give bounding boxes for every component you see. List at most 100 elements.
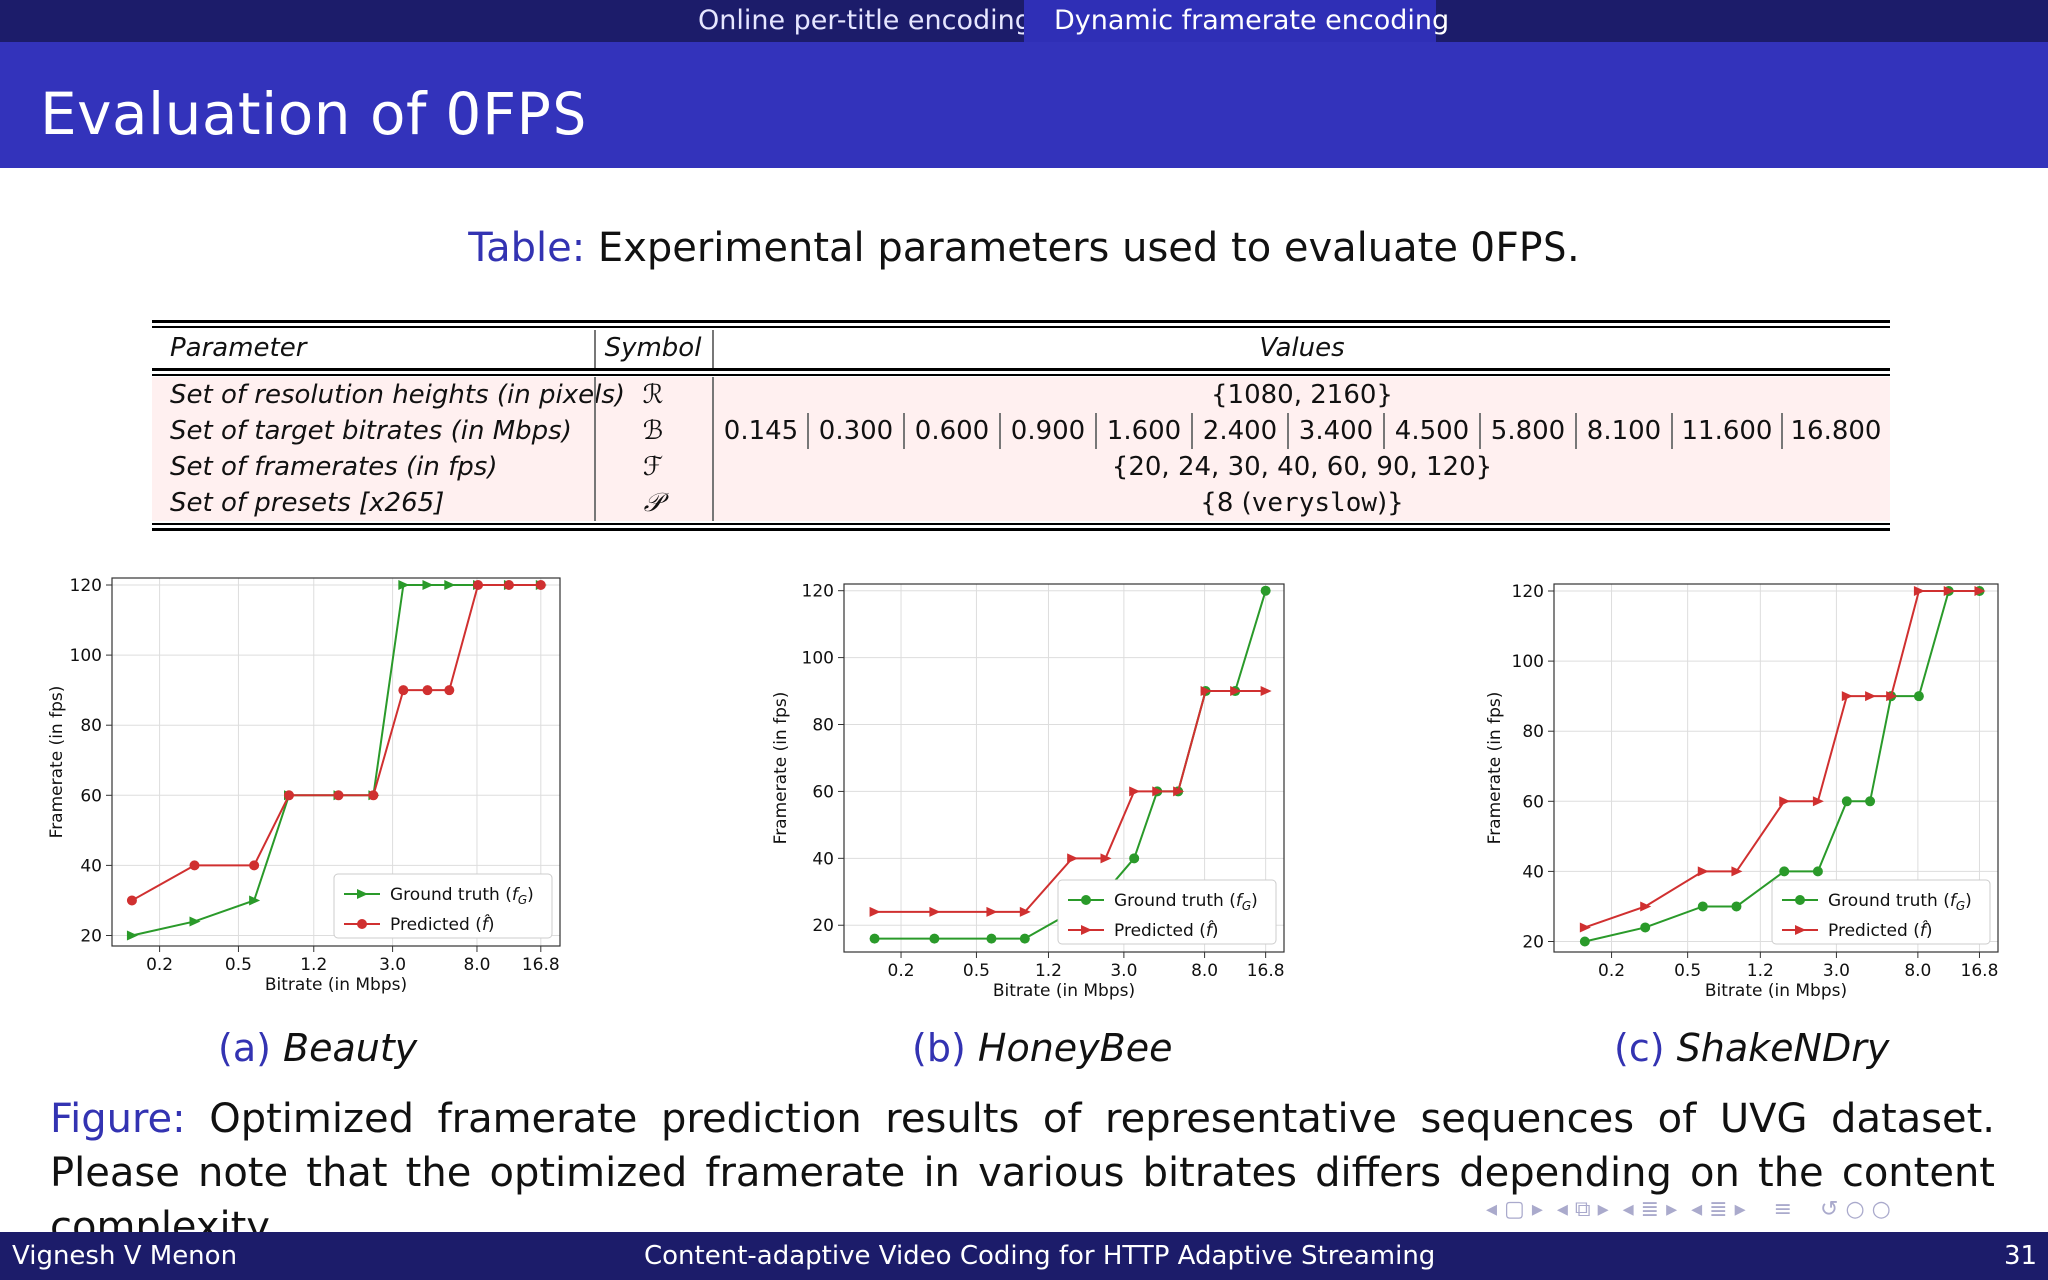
cell-divider xyxy=(1287,413,1289,449)
nav-section-online-per-title[interactable]: Online per-title encoding xyxy=(698,5,1032,36)
y-tick-label: 20 xyxy=(1522,932,1544,952)
y-tick-label: 60 xyxy=(80,786,102,806)
nav-section-icon[interactable]: ◂ ≣ ▸ xyxy=(1615,1197,1678,1222)
cell-divider xyxy=(999,413,1001,449)
data-point xyxy=(1812,796,1824,807)
x-axis-label: Bitrate (in Mbps) xyxy=(1705,981,1847,1001)
row-symbol: ℱ xyxy=(642,452,664,482)
legend-marker xyxy=(1081,895,1091,905)
chart-legend: Ground truth (fG) Predicted (f̂) xyxy=(333,873,553,939)
plot-frame xyxy=(1553,583,1999,953)
legend-label: Predicted (f̂) xyxy=(1828,920,1932,941)
y-tick-label: 20 xyxy=(812,916,834,936)
row-parameter: Set of target bitrates (in Mbps) xyxy=(170,416,572,446)
figure-caption-label: Figure: xyxy=(50,1096,186,1142)
preset-prefix: {8 ( xyxy=(1200,488,1252,518)
nav-section-dynamic-framerate[interactable]: Dynamic framerate encoding xyxy=(1024,0,1449,42)
subcaption-name: ShakeNDry xyxy=(1676,1026,1890,1070)
data-point xyxy=(189,860,200,871)
table-mid-rule-2 xyxy=(152,374,1890,376)
row-symbol: ℬ xyxy=(642,416,664,446)
row-value: {8 (veryslow)} xyxy=(714,485,1890,521)
y-tick-label: 60 xyxy=(1522,792,1544,812)
data-point xyxy=(986,906,998,917)
data-point xyxy=(398,685,409,696)
nav-frame-icon[interactable]: ◂ ▢ ▸ xyxy=(1486,1197,1543,1222)
title-bar: Evaluation of OFPS xyxy=(0,42,2048,168)
x-tick-label: 1.2 xyxy=(300,955,327,975)
legend-label: Ground truth (fG) xyxy=(1114,891,1258,913)
cell-divider xyxy=(1479,413,1481,449)
row-symbol: ℛ xyxy=(642,380,664,410)
data-point xyxy=(503,580,514,591)
legend-marker xyxy=(1081,925,1092,935)
data-point xyxy=(1067,853,1079,864)
title-text: Evaluation of xyxy=(40,80,446,148)
data-point xyxy=(422,580,434,591)
title-code: OFPS xyxy=(445,80,588,148)
legend-marker xyxy=(357,919,367,929)
x-tick-label: 0.2 xyxy=(888,961,915,981)
row-symbol: 𝒫 xyxy=(643,488,663,518)
series-predicted xyxy=(1579,586,1986,933)
figure-caption-text: Optimized framerate prediction results o… xyxy=(50,1096,1995,1250)
y-tick-label: 80 xyxy=(812,716,834,736)
legend-label: Ground truth (fG) xyxy=(1828,891,1972,913)
series-line xyxy=(131,584,541,902)
x-axis-label: Bitrate (in Mbps) xyxy=(993,981,1135,1001)
data-point xyxy=(1865,796,1876,807)
x-tick-label: 16.8 xyxy=(1961,961,1999,981)
data-point xyxy=(249,860,260,871)
footer-author: Vignesh V Menon xyxy=(12,1241,238,1271)
honeybee-framerate-chart: 0.2 0.5 1.2 3.0 8.0 16.8 20 40 60 80 100 120 Bitrate… xyxy=(771,582,1285,1001)
y-tick-label: 80 xyxy=(80,716,102,736)
x-tick-label: 1.2 xyxy=(1035,961,1062,981)
bitrate-value: 16.800 xyxy=(1790,416,1882,446)
cell-divider xyxy=(1191,413,1193,449)
x-tick-label: 16.8 xyxy=(522,955,560,975)
bitrate-value: 2.400 xyxy=(1202,416,1278,446)
series-predicted xyxy=(126,580,546,906)
data-point xyxy=(368,790,379,801)
nav-menu-icon[interactable]: ≡ xyxy=(1752,1197,1793,1222)
nav-doc-icon[interactable]: ◂ ≣ ▸ xyxy=(1684,1197,1746,1222)
data-point xyxy=(422,685,433,696)
subcaption-name: HoneyBee xyxy=(977,1026,1173,1070)
y-tick-label: 100 xyxy=(1512,652,1544,672)
col-divider xyxy=(594,330,596,368)
shakendry-framerate-chart: 0.2 0.5 1.2 3.0 8.0 16.8 20 40 60 80 100 120 Bitrate… xyxy=(1485,582,1999,1001)
y-tick-label: 100 xyxy=(802,649,834,669)
data-point xyxy=(473,580,484,591)
plot-frame xyxy=(843,583,1285,953)
bitrate-value: 5.800 xyxy=(1490,416,1566,446)
subcaption-label: (a) xyxy=(218,1026,271,1070)
data-point xyxy=(1230,686,1242,697)
data-point xyxy=(1640,901,1652,912)
table-bottom-rule-2 xyxy=(152,528,1890,531)
bitrate-value: 11.600 xyxy=(1681,416,1773,446)
legend-marker xyxy=(357,889,368,899)
nav-subsection-icon[interactable]: ◂ ⧉ ▸ xyxy=(1549,1197,1609,1222)
x-tick-label: 16.8 xyxy=(1247,961,1285,981)
x-tick-label: 0.5 xyxy=(1674,961,1701,981)
footer: Vignesh V Menon Content-adaptive Video C… xyxy=(0,1232,2048,1280)
col-divider xyxy=(594,377,596,521)
legend-label: Ground truth (fG) xyxy=(390,885,534,907)
plot-frame xyxy=(111,577,561,947)
x-tick-label: 1.2 xyxy=(1747,961,1774,981)
x-tick-label: 0.5 xyxy=(225,955,252,975)
x-tick-label: 8.0 xyxy=(1904,961,1931,981)
table-caption-label: Table: xyxy=(468,225,586,271)
nav-search-icon[interactable]: ↺ ○ ○ xyxy=(1799,1197,1891,1222)
data-point xyxy=(1913,691,1924,702)
cell-divider xyxy=(1095,413,1097,449)
bitrate-value: 4.500 xyxy=(1394,416,1470,446)
legend-label: Predicted (f̂) xyxy=(390,914,494,935)
legend-box xyxy=(1057,879,1277,945)
table-top-rule-2 xyxy=(152,326,1890,328)
data-point xyxy=(1731,901,1742,912)
col-divider xyxy=(712,330,714,368)
table-caption-code: OFPS xyxy=(1470,225,1567,271)
data-point xyxy=(1260,585,1271,596)
table-caption-text: Experimental parameters used to evaluate xyxy=(585,225,1471,271)
